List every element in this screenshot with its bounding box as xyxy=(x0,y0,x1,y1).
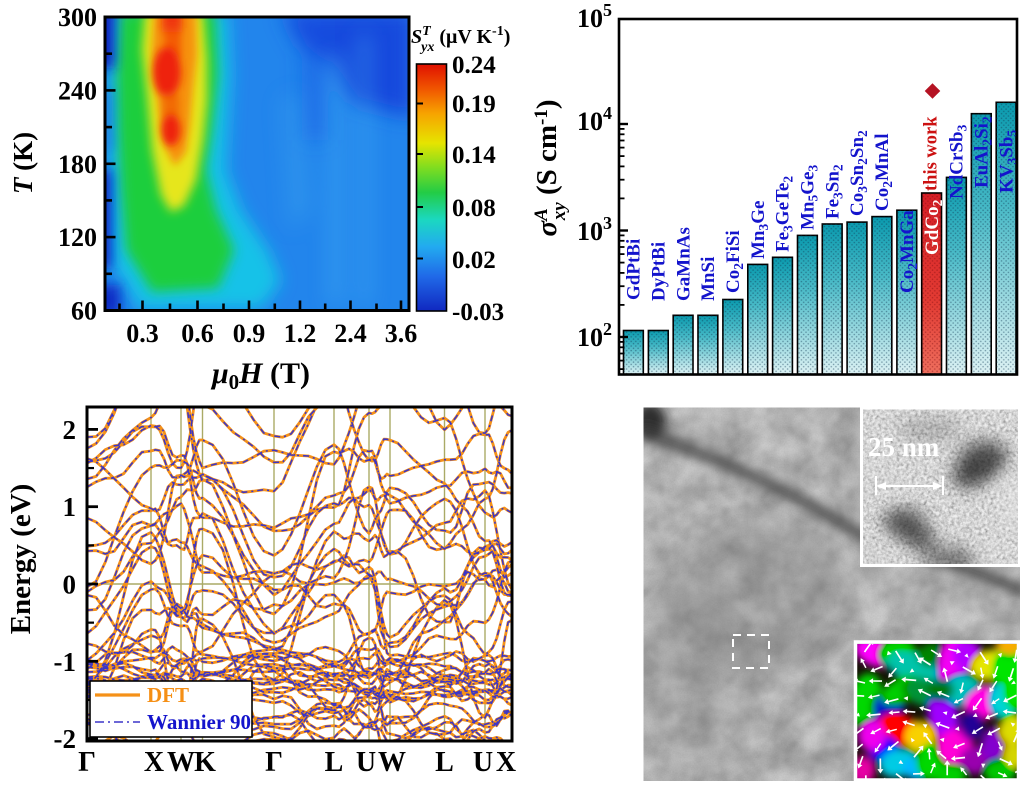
svg-text:Wannier 90: Wannier 90 xyxy=(147,710,251,734)
svg-text:Energy (eV): Energy (eV) xyxy=(5,484,37,635)
svg-text:μ0H (T): μ0H (T) xyxy=(210,357,310,394)
svg-text:Γ: Γ xyxy=(265,747,283,778)
svg-text:0.08: 0.08 xyxy=(452,195,496,222)
svg-text:U: U xyxy=(473,747,493,778)
svg-text:180: 180 xyxy=(58,150,97,179)
svg-text:0.6: 0.6 xyxy=(181,319,214,348)
svg-text:Fe3GeTe2​: Fe3GeTe2​ xyxy=(773,176,796,252)
svg-text:DyPtBi: DyPtBi xyxy=(649,242,670,301)
svg-text:W: W xyxy=(378,747,406,778)
svg-text:X: X xyxy=(144,747,164,778)
svg-text:300: 300 xyxy=(58,3,97,32)
svg-text:Co2MnAl: Co2MnAl xyxy=(872,134,895,211)
svg-text:0.14: 0.14 xyxy=(452,142,496,169)
svg-text:X: X xyxy=(496,747,516,778)
svg-text:Γ: Γ xyxy=(78,747,96,778)
svg-text:0.9: 0.9 xyxy=(233,319,266,348)
svg-text:102: 102 xyxy=(577,319,612,352)
svg-text:240: 240 xyxy=(58,76,97,105)
svg-text:-1: -1 xyxy=(54,647,77,677)
svg-text:0: 0 xyxy=(63,570,77,600)
svg-text:NdCrSb3​: NdCrSb3​ xyxy=(947,124,970,199)
svg-text:-0.03: -0.03 xyxy=(452,299,504,326)
svg-text:0.3: 0.3 xyxy=(126,319,159,348)
svg-text:Fe3Sn2​: Fe3Sn2​ xyxy=(822,164,845,219)
svg-text:60: 60 xyxy=(71,297,97,326)
svg-text:Co3Sn2Sn2​: Co3Sn2Sn2​ xyxy=(847,130,870,216)
svg-text:EuAl2Si2​: EuAl2Si2​ xyxy=(972,116,995,188)
svg-text:1: 1 xyxy=(63,492,77,522)
svg-text:Co2FiSi: Co2FiSi xyxy=(723,230,746,293)
svg-text:Mn5Ge3​: Mn5Ge3​ xyxy=(798,165,821,230)
svg-text:KV3Sb5​: KV3Sb5​ xyxy=(996,130,1019,193)
svg-text:σAxy (S cm-1): σAxy (S cm-1) xyxy=(531,99,570,236)
svg-text:W: W xyxy=(167,747,195,778)
svg-text:104: 104 xyxy=(577,103,612,136)
svg-text:103: 103 xyxy=(577,213,612,246)
svg-text:1.2: 1.2 xyxy=(284,319,317,348)
svg-text:T (K): T (K) xyxy=(8,132,38,194)
svg-text:0.02: 0.02 xyxy=(452,247,496,274)
svg-text:Co2MnGa: Co2MnGa xyxy=(897,210,920,293)
svg-text:25 nm: 25 nm xyxy=(868,432,940,462)
svg-text:MnSi: MnSi xyxy=(698,257,719,301)
svg-text:L: L xyxy=(435,747,454,778)
svg-text:105: 105 xyxy=(577,0,612,33)
svg-text:K: K xyxy=(194,747,216,778)
svg-text:U: U xyxy=(356,747,376,778)
svg-text:2: 2 xyxy=(63,415,77,445)
svg-text:-2: -2 xyxy=(54,724,77,754)
svg-text:GdCo2​: GdCo2​ xyxy=(922,199,945,255)
svg-text:GdPtBi: GdPtBi xyxy=(624,239,645,300)
svg-text:2.4: 2.4 xyxy=(334,319,367,348)
svg-text:3.6: 3.6 xyxy=(385,319,418,348)
svg-text:this work: this work xyxy=(922,116,942,191)
svg-text:0.19: 0.19 xyxy=(452,91,496,118)
svg-text:GaMnAs: GaMnAs xyxy=(673,227,694,301)
svg-text:L: L xyxy=(325,747,344,778)
svg-text:Mn3Ge: Mn3Ge xyxy=(748,201,771,259)
svg-text:0.24: 0.24 xyxy=(452,52,496,79)
svg-text:DFT: DFT xyxy=(147,683,189,707)
svg-text:120: 120 xyxy=(58,223,97,252)
